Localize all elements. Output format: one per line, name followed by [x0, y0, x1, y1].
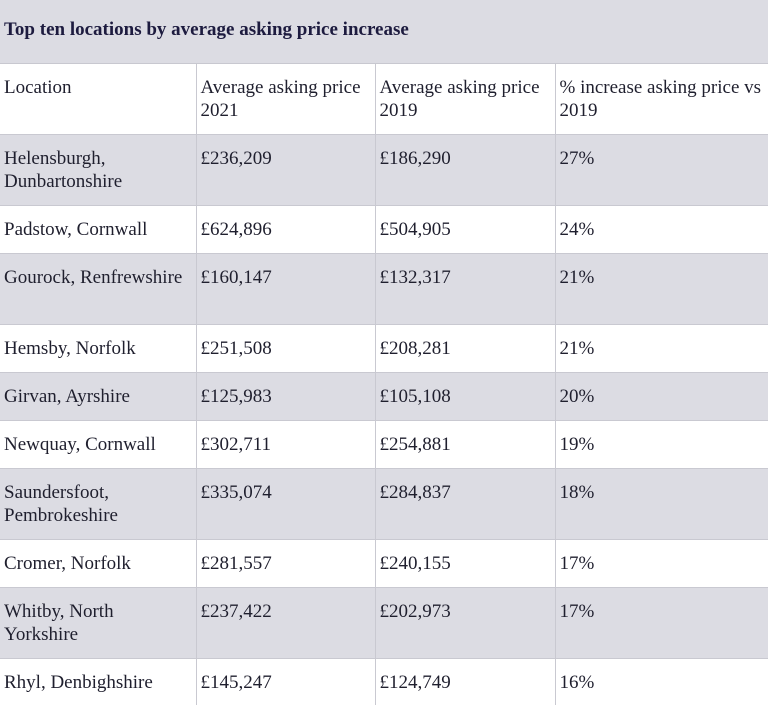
increase-cell: 18% [554, 468, 768, 539]
increase-cell: 17% [554, 539, 768, 587]
price-2021-cell: £160,147 [195, 253, 375, 324]
price-2019-cell: £124,749 [374, 658, 555, 705]
column-header-price-2021: Average asking price 2021 [195, 64, 375, 134]
increase-cell: 27% [554, 134, 768, 205]
increase-cell: 17% [554, 587, 768, 658]
increase-cell: 21% [554, 324, 768, 372]
table-row: Saundersfoot, Pembrokeshire £335,074 £28… [0, 468, 768, 539]
price-2019-cell: £254,881 [374, 420, 555, 468]
location-cell: Girvan, Ayrshire [4, 385, 130, 407]
price-2019-cell: £105,108 [374, 372, 555, 420]
column-header-increase: % increase asking price vs 2019 [554, 64, 768, 134]
table-row: Gourock, Renfrewshire £160,147 £132,317 … [0, 253, 768, 324]
price-2021-cell: £236,209 [195, 134, 375, 205]
column-header-location: Location [4, 77, 72, 98]
table-title: Top ten locations by average asking pric… [0, 0, 768, 64]
table-row: Helensburgh, Dunbartonshire £236,209 £18… [0, 134, 768, 205]
price-2021-cell: £237,422 [195, 587, 375, 658]
price-2019-cell: £208,281 [374, 324, 555, 372]
location-cell: Rhyl, Denbighshire [4, 671, 153, 693]
location-cell: Cromer, Norfolk [4, 552, 131, 574]
price-2021-cell: £125,983 [195, 372, 375, 420]
table-row: Padstow, Cornwall £624,896 £504,905 24% [0, 205, 768, 253]
price-2021-cell: £281,557 [195, 539, 375, 587]
location-cell: Whitby, North Yorkshire [4, 600, 114, 645]
table-row: Rhyl, Denbighshire £145,247 £124,749 16% [0, 658, 768, 705]
header-row: Location Average asking price 2021 Avera… [0, 64, 768, 134]
column-header-price-2019: Average asking price 2019 [374, 64, 555, 134]
table-row: Whitby, North Yorkshire £237,422 £202,97… [0, 587, 768, 658]
table-header: Location Average asking price 2021 Avera… [0, 64, 768, 134]
increase-cell: 20% [554, 372, 768, 420]
price-2021-cell: £624,896 [195, 205, 375, 253]
price-2019-cell: £504,905 [374, 205, 555, 253]
price-2019-cell: £202,973 [374, 587, 555, 658]
location-cell: Newquay, Cornwall [4, 433, 156, 455]
price-2019-cell: £240,155 [374, 539, 555, 587]
increase-cell: 19% [554, 420, 768, 468]
location-cell: Helensburgh, Dunbartonshire [4, 147, 123, 192]
price-2021-cell: £251,508 [195, 324, 375, 372]
location-cell: Saundersfoot, Pembrokeshire [4, 481, 118, 526]
location-cell: Gourock, Renfrewshire [4, 266, 183, 288]
table-row: Hemsby, Norfolk £251,508 £208,281 21% [0, 324, 768, 372]
price-increase-table: Location Average asking price 2021 Avera… [0, 64, 768, 705]
price-2021-cell: £335,074 [195, 468, 375, 539]
location-cell: Hemsby, Norfolk [4, 337, 136, 359]
price-2021-cell: £145,247 [195, 658, 375, 705]
price-2019-cell: £284,837 [374, 468, 555, 539]
table-row: Newquay, Cornwall £302,711 £254,881 19% [0, 420, 768, 468]
increase-cell: 21% [554, 253, 768, 324]
price-2019-cell: £132,317 [374, 253, 555, 324]
table-row: Cromer, Norfolk £281,557 £240,155 17% [0, 539, 768, 587]
price-2021-cell: £302,711 [195, 420, 375, 468]
increase-cell: 24% [554, 205, 768, 253]
table-body: Helensburgh, Dunbartonshire £236,209 £18… [0, 134, 768, 705]
increase-cell: 16% [554, 658, 768, 705]
table-row: Girvan, Ayrshire £125,983 £105,108 20% [0, 372, 768, 420]
price-2019-cell: £186,290 [374, 134, 555, 205]
location-cell: Padstow, Cornwall [4, 218, 148, 240]
